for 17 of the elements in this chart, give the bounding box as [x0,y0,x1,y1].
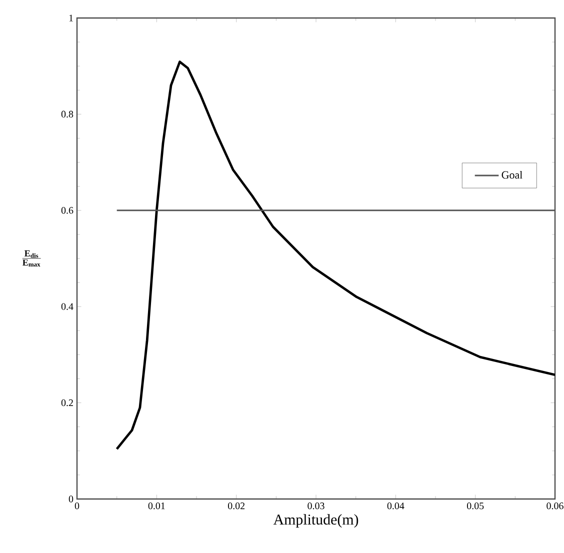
x-tick-label: 0.03 [308,502,324,510]
legend-label: Goal [502,170,522,179]
x-tick-label: 0.06 [546,502,564,510]
x-tick-label: 0.02 [228,502,245,510]
y-tick-label: 0 [68,496,74,502]
x-tick-label: 0.05 [467,502,484,510]
y-tick-label: 0.4 [61,303,74,310]
y-tick-label: 0.2 [61,399,73,406]
y-tick-label: 0.6 [61,207,74,214]
line-series [116,60,556,450]
x-axis-title: Amplitude(m) [273,514,358,528]
x-tick-label: 0.01 [148,502,165,510]
x-tick-label: 0 [74,502,80,510]
y-tick-label: 1 [69,14,73,22]
y-axis-title: $\frac{\mathbf{E_{dis}}}{\mathbf{E_{max}}}$ [22,250,41,267]
x-tick-label: 0.04 [387,502,404,510]
y-tick-label: 0.8 [61,110,74,118]
